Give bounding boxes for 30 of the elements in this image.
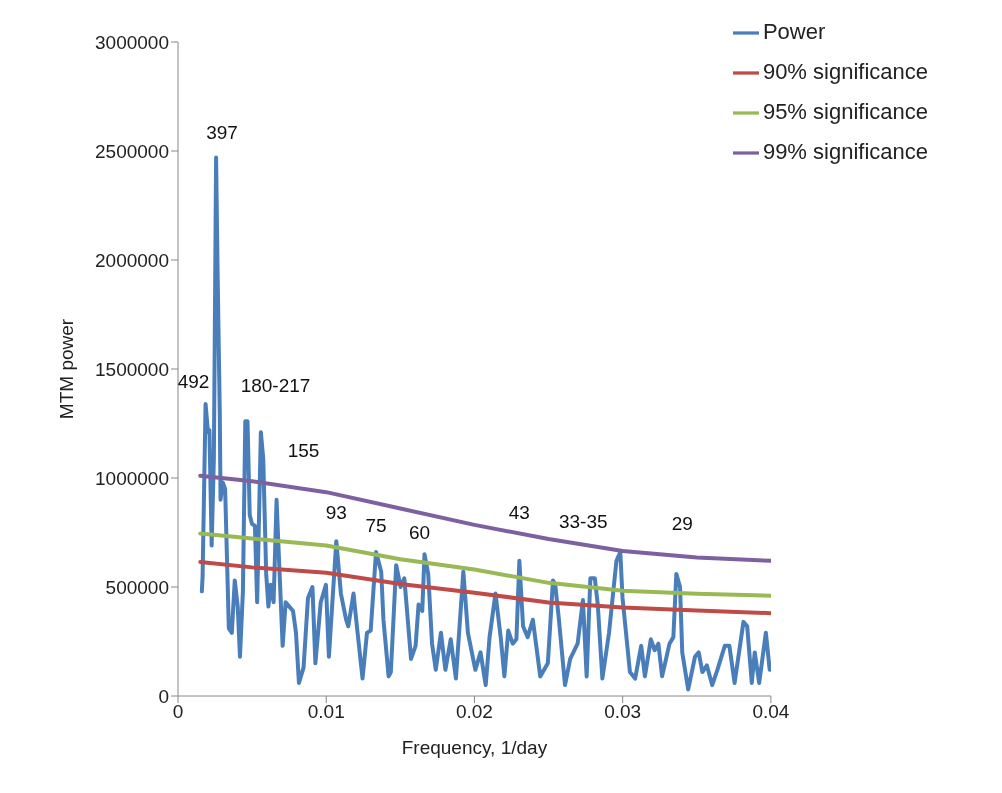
annotation: 29 (671, 513, 693, 535)
annotation: 60 (408, 521, 431, 543)
y-tick-label: 1000000 (95, 467, 169, 489)
legend-label: 99% significance (762, 139, 928, 164)
legend-label: 90% significance (762, 59, 928, 84)
annotation: 155 (287, 440, 320, 462)
x-tick-label: 0 (172, 701, 184, 723)
annotation: 33-35 (558, 510, 608, 532)
line-series (198, 473, 771, 563)
y-tick-label: 0 (158, 685, 169, 707)
x-tick-label: 0.04 (752, 701, 790, 723)
line-series (198, 559, 771, 616)
x-tick-label: 0.01 (307, 701, 345, 723)
x-tick-label: 0.03 (604, 701, 642, 723)
y-tick-label: 3000000 (95, 31, 169, 53)
annotation: 492 (177, 371, 210, 393)
annotation: 75 (365, 514, 387, 536)
y-tick-label: 1500000 (95, 358, 169, 380)
y-tick-label: 2000000 (95, 249, 169, 271)
legend-label: Power (762, 19, 826, 44)
x-axis-title: Frequency, 1/day (401, 737, 548, 758)
legend-label: 95% significance (762, 99, 928, 124)
annotation: 43 (508, 502, 530, 524)
annotation: 93 (325, 501, 347, 523)
annotation: 397 (206, 122, 238, 144)
y-tick-label: 500000 (105, 576, 169, 598)
annotation: 180-217 (240, 374, 311, 396)
y-tick-label: 2500000 (95, 140, 169, 162)
x-tick-label: 0.02 (455, 701, 493, 723)
y-axis-title: MTM power (55, 318, 77, 420)
